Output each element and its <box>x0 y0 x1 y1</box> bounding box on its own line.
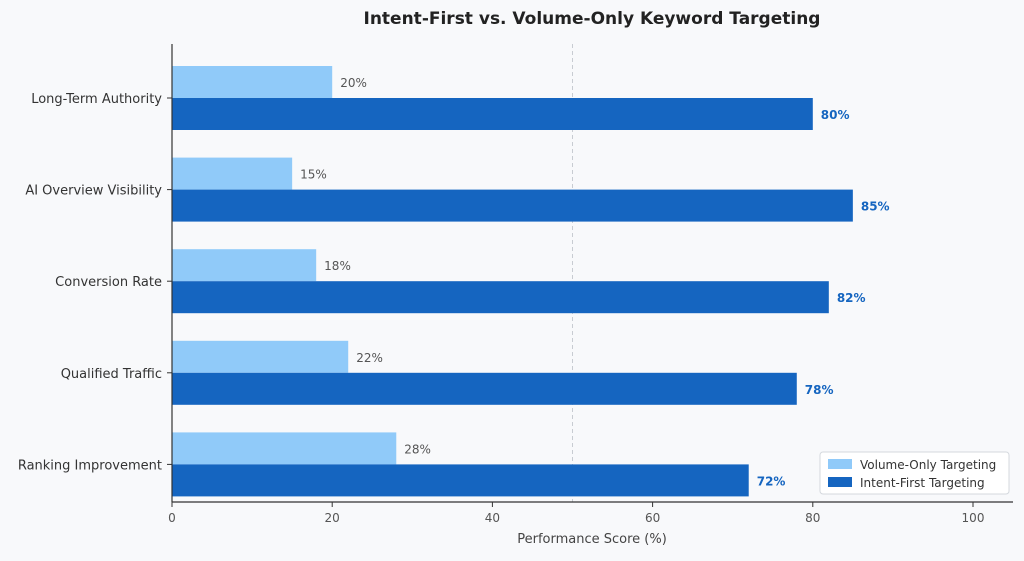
legend-swatch-intent-first <box>828 477 852 487</box>
legend-label-volume-only: Volume-Only Targeting <box>860 458 996 472</box>
data-label-volume-only: 15% <box>300 168 327 182</box>
bar-volume-only <box>172 340 349 373</box>
category-label: Conversion Rate <box>55 275 162 290</box>
data-label-volume-only: 28% <box>404 442 431 456</box>
bar-volume-only <box>172 249 317 282</box>
bar-volume-only <box>172 432 397 465</box>
data-label-intent-first: 78% <box>805 383 834 397</box>
x-tick-label: 0 <box>168 511 176 525</box>
category-label: Qualified Traffic <box>61 367 162 382</box>
data-label-intent-first: 85% <box>861 200 890 214</box>
bar-intent-first <box>172 372 797 405</box>
category-label: Long-Term Authority <box>31 92 162 107</box>
x-axis-label: Performance Score (%) <box>517 532 667 547</box>
data-label-intent-first: 80% <box>821 108 850 122</box>
category-label: Ranking Improvement <box>18 458 162 473</box>
data-label-volume-only: 20% <box>340 76 367 90</box>
plot-area: 20% 80% Long-Term Authority 15% 85% AI Overvi… <box>18 44 1013 525</box>
x-tick-label: 100 <box>962 511 985 525</box>
bar-intent-first <box>172 189 853 222</box>
data-label-volume-only: 22% <box>356 351 383 365</box>
bar-intent-first <box>172 464 749 497</box>
category-label: AI Overview Visibility <box>25 184 162 199</box>
legend-box <box>819 451 1010 495</box>
legend-swatch-volume-only <box>828 459 852 469</box>
x-tick-label: 60 <box>645 511 660 525</box>
bar-volume-only <box>172 66 333 98</box>
bar-intent-first <box>172 98 813 130</box>
legend: Volume-Only Targeting Intent-First Target… <box>819 451 1010 495</box>
legend-label-intent-first: Intent-First Targeting <box>860 476 985 490</box>
bar-intent-first <box>172 281 829 314</box>
data-label-intent-first: 72% <box>757 474 786 488</box>
chart-title: Intent-First vs. Volume-Only Keyword Tar… <box>364 9 821 29</box>
bar-volume-only <box>172 157 293 190</box>
x-tick-label: 80 <box>805 511 820 525</box>
data-label-intent-first: 82% <box>837 291 866 305</box>
x-tick-label: 20 <box>325 511 340 525</box>
data-label-volume-only: 18% <box>324 259 351 273</box>
x-tick-label: 40 <box>485 511 500 525</box>
